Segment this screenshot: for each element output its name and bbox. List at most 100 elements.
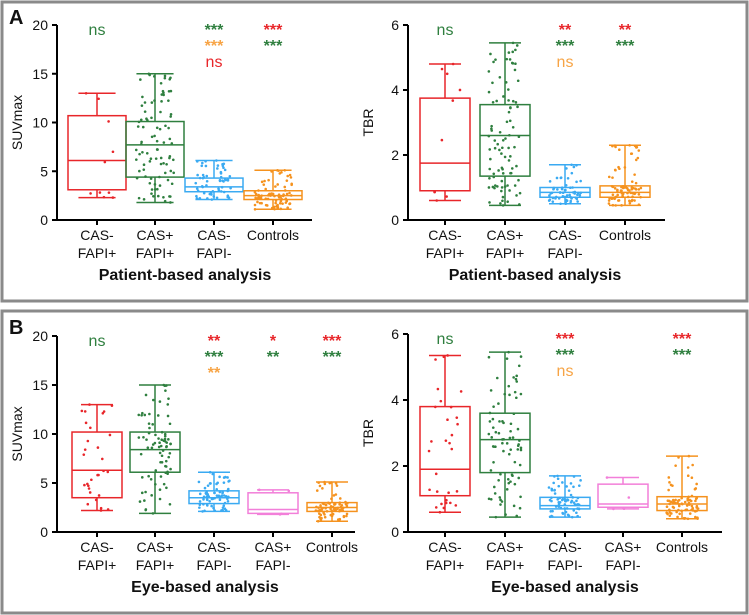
data-point [548, 515, 552, 519]
data-point [674, 464, 677, 467]
data-point [575, 180, 578, 184]
box-2 [539, 163, 591, 206]
data-point [492, 485, 496, 489]
data-point [224, 495, 228, 498]
data-point [159, 81, 163, 85]
data-point [519, 355, 523, 358]
data-point [676, 501, 679, 504]
data-point [162, 196, 165, 199]
data-point [329, 507, 332, 511]
data-point [257, 189, 260, 192]
data-point [270, 170, 273, 173]
data-point [506, 200, 510, 203]
data-point [161, 89, 165, 93]
iqr-box [599, 185, 651, 198]
data-point [284, 197, 288, 201]
data-point [607, 199, 611, 202]
data-point [218, 498, 222, 502]
data-point [518, 506, 522, 510]
data-point [213, 496, 216, 500]
data-point [215, 196, 219, 200]
data-point [288, 173, 292, 177]
data-point [611, 144, 614, 148]
iqr-box [419, 405, 471, 497]
data-point [576, 200, 579, 203]
data-point [164, 124, 167, 128]
data-point [630, 180, 634, 183]
data-point [500, 179, 504, 183]
data-point [267, 178, 270, 182]
data-point [519, 392, 523, 396]
data-point [555, 176, 559, 180]
data-point [106, 470, 110, 474]
data-point [257, 488, 261, 492]
data-point [556, 477, 560, 481]
data-point [253, 190, 257, 194]
data-point [667, 499, 671, 503]
data-point [277, 195, 281, 198]
data-point [224, 475, 227, 479]
category-label: CAS+ [137, 227, 174, 243]
data-point [505, 488, 509, 491]
data-point [136, 125, 140, 128]
data-point [518, 463, 522, 467]
data-point [165, 163, 168, 166]
data-point [167, 126, 170, 130]
data-point [139, 78, 142, 81]
data-point [154, 433, 157, 437]
data-point [158, 451, 162, 455]
data-point [509, 171, 512, 175]
y-tick-label: 10 [32, 115, 48, 131]
data-point [618, 167, 621, 171]
data-point [140, 142, 143, 146]
significance-label: *** [205, 349, 224, 366]
data-point [315, 489, 319, 492]
y-tick-label: 2 [391, 147, 399, 163]
data-point [566, 177, 570, 180]
data-point [498, 130, 502, 134]
data-point [454, 504, 458, 507]
data-point [222, 494, 226, 497]
data-point [579, 191, 583, 195]
box-3 [243, 168, 303, 211]
data-point [639, 195, 642, 199]
data-point [517, 364, 521, 368]
data-point [668, 481, 671, 484]
category-label: CAS- [428, 227, 462, 243]
data-point [564, 510, 568, 514]
data-point [633, 192, 636, 196]
data-point [281, 202, 284, 205]
data-point [219, 170, 223, 174]
category-label: FAPI+ [426, 245, 465, 261]
data-point [559, 506, 563, 510]
y-tick-label: 0 [391, 212, 399, 228]
data-point [576, 514, 579, 518]
y-tick-label: 4 [391, 392, 399, 408]
data-point [276, 205, 280, 209]
data-point [680, 496, 683, 500]
data-point [83, 448, 87, 451]
data-point [694, 499, 697, 503]
data-point [611, 193, 615, 197]
category-label: CAS- [548, 227, 582, 243]
data-point [569, 493, 573, 497]
data-point [163, 74, 167, 78]
data-point [215, 494, 219, 497]
data-point [516, 427, 520, 431]
box-0 [67, 91, 127, 199]
data-point [487, 497, 491, 501]
data-point [498, 76, 502, 79]
data-point [283, 168, 287, 172]
data-point [514, 377, 518, 381]
data-point [334, 482, 338, 485]
data-point [215, 482, 218, 486]
data-point [159, 460, 162, 464]
data-point [561, 511, 564, 515]
data-point [270, 192, 274, 195]
data-point [88, 491, 92, 494]
data-point [491, 81, 494, 85]
data-point [501, 199, 504, 203]
category-label: CAS- [197, 227, 231, 243]
data-point [489, 469, 493, 472]
data-point [194, 181, 198, 185]
